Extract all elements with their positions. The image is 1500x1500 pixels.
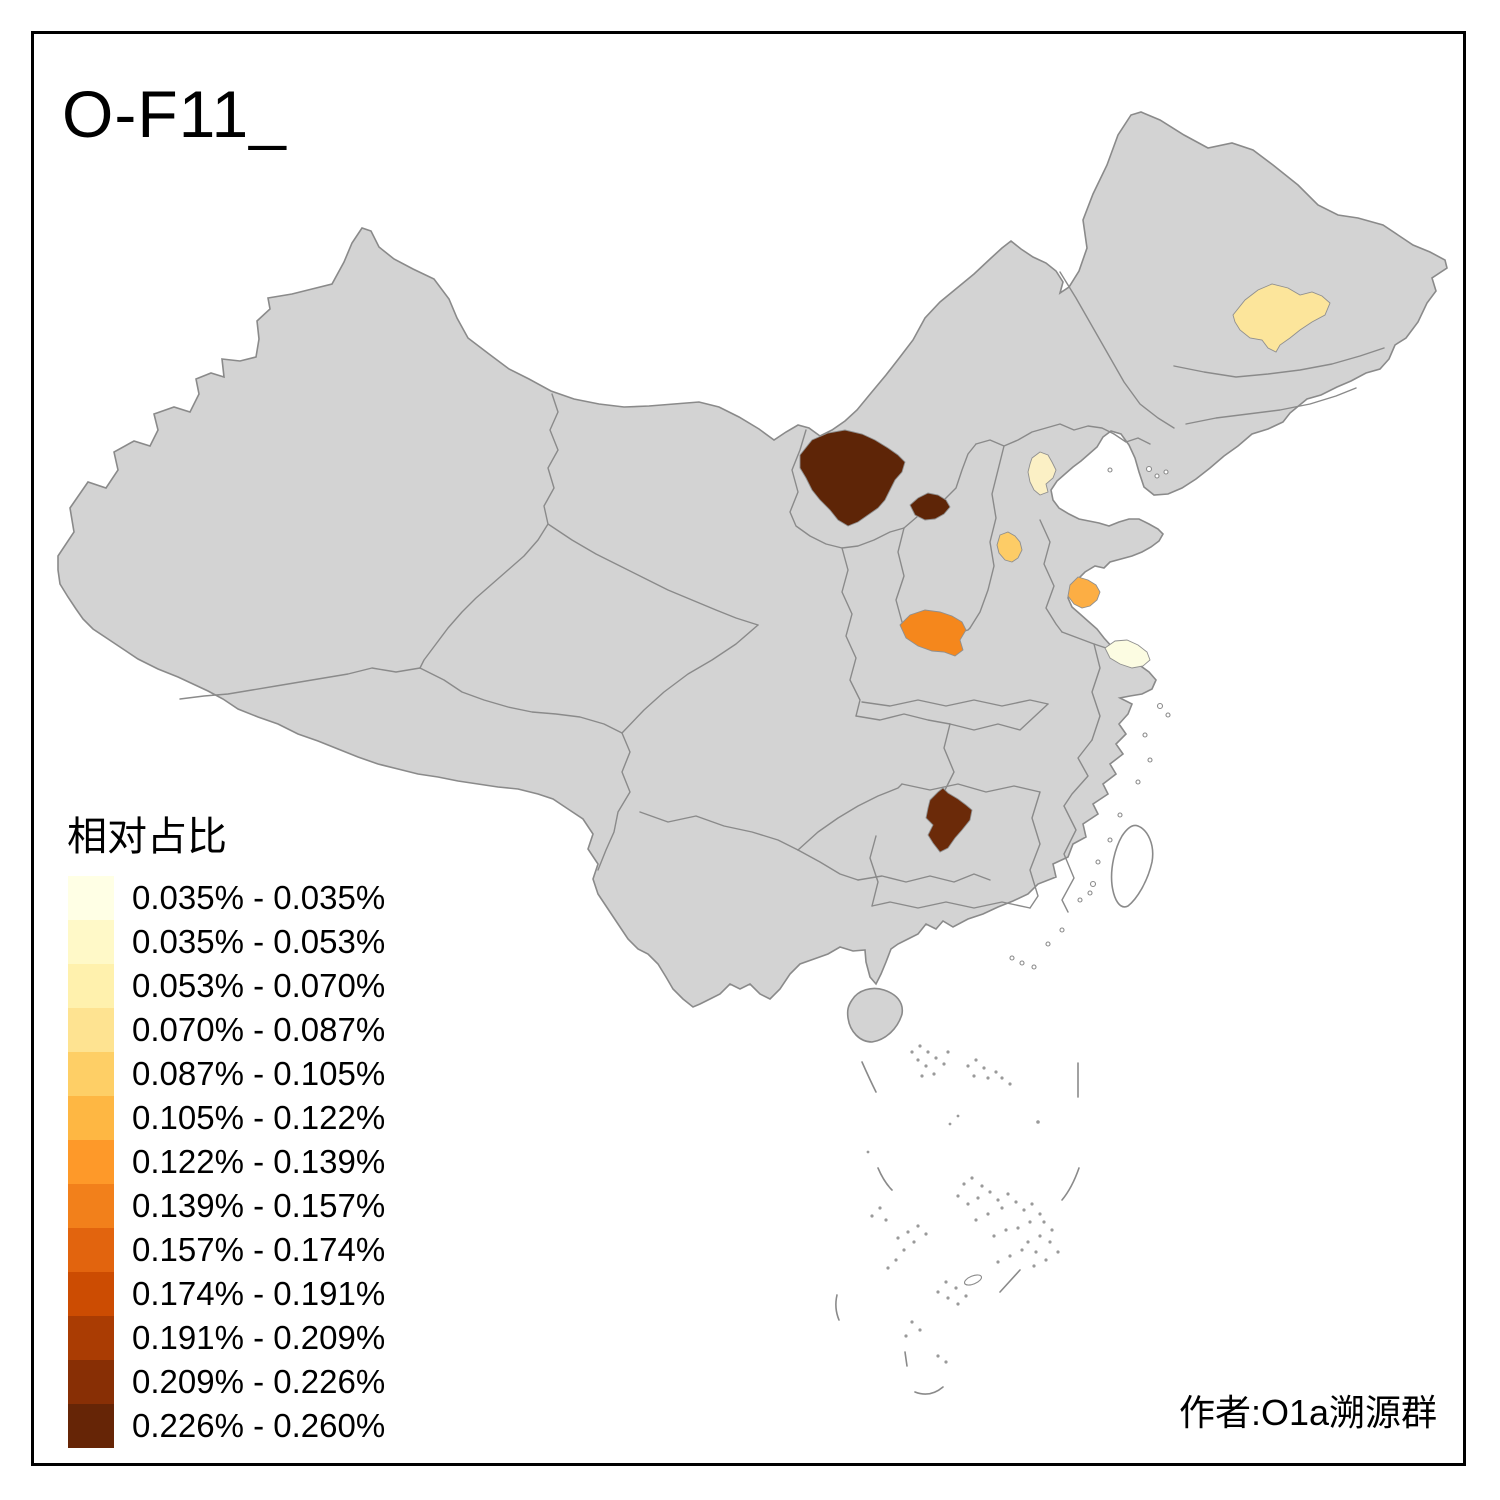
taiwan-island: [1110, 824, 1154, 908]
legend-swatch: [68, 1228, 114, 1272]
legend-row-label: 0.035% - 0.053%: [132, 923, 386, 960]
region-shandong-city: [1067, 576, 1101, 609]
legend-row-label: 0.226% - 0.260%: [132, 1407, 386, 1444]
legend-row: 0.122% - 0.139%: [68, 1140, 385, 1184]
legend-row-label: 0.139% - 0.157%: [132, 1187, 386, 1224]
region-jiangsu-city: [1104, 639, 1151, 669]
sea-boundary-dashes: [835, 1061, 1080, 1395]
region-shanxi-city: [909, 492, 951, 521]
legend-swatch: [68, 1140, 114, 1184]
south-china-sea-islets: [866, 1044, 1060, 1364]
legend-swatch: [68, 1272, 114, 1316]
china-mainland-outline: [57, 111, 1448, 1008]
region-heilongjiang: [1232, 283, 1331, 353]
legend-swatch: [68, 1052, 114, 1096]
legend-row: 0.035% - 0.053%: [68, 920, 385, 964]
legend-title: 相对占比: [67, 815, 227, 859]
legend-row-label: 0.174% - 0.191%: [132, 1275, 386, 1312]
region-beijing: [1027, 451, 1057, 496]
legend-rows: 0.035% - 0.035% 0.035% - 0.053% 0.053% -…: [68, 876, 385, 1448]
legend-row-label: 0.209% - 0.226%: [132, 1363, 386, 1400]
legend-swatch: [68, 1316, 114, 1360]
legend-row: 0.209% - 0.226%: [68, 1360, 385, 1404]
legend-row: 0.105% - 0.122%: [68, 1096, 385, 1140]
legend-swatch: [68, 1008, 114, 1052]
legend-row-label: 0.070% - 0.087%: [132, 1011, 386, 1048]
legend-row: 0.070% - 0.087%: [68, 1008, 385, 1052]
page-title: O-F11_: [62, 77, 287, 151]
legend-swatch: [68, 964, 114, 1008]
hainan-island: [846, 987, 904, 1043]
region-hebei-city: [996, 531, 1023, 563]
legend-row-label: 0.053% - 0.070%: [132, 967, 386, 1004]
legend-row: 0.157% - 0.174%: [68, 1228, 385, 1272]
legend-row-label: 0.157% - 0.174%: [132, 1231, 386, 1268]
legend: 相对占比 0.035% - 0.035% 0.035% - 0.053% 0.0…: [67, 804, 385, 1448]
legend-row: 0.226% - 0.260%: [68, 1404, 385, 1448]
legend-swatch: [68, 1360, 114, 1404]
legend-row: 0.035% - 0.035%: [68, 876, 385, 920]
legend-swatch: [68, 1096, 114, 1140]
region-guizhou-city: [925, 787, 973, 853]
region-gansu-city: [899, 609, 967, 657]
legend-row-label: 0.191% - 0.209%: [132, 1319, 386, 1356]
legend-row-label: 0.122% - 0.139%: [132, 1143, 386, 1180]
legend-swatch: [68, 920, 114, 964]
region-ordos: [799, 429, 906, 527]
data-regions: [799, 283, 1331, 853]
legend-row-label: 0.087% - 0.105%: [132, 1055, 386, 1092]
attribution-text: 作者:O1a溯源群: [1178, 1392, 1437, 1433]
legend-row: 0.087% - 0.105%: [68, 1052, 385, 1096]
plot-frame: [31, 31, 1466, 1466]
legend-row: 0.053% - 0.070%: [68, 964, 385, 1008]
legend-row: 0.139% - 0.157%: [68, 1184, 385, 1228]
legend-swatch: [68, 1184, 114, 1228]
legend-row: 0.174% - 0.191%: [68, 1272, 385, 1316]
coastal-islets: [1009, 465, 1171, 970]
legend-row-label: 0.035% - 0.035%: [132, 879, 386, 916]
legend-swatch: [68, 1404, 114, 1448]
legend-row-label: 0.105% - 0.122%: [132, 1099, 386, 1136]
legend-row: 0.191% - 0.209%: [68, 1316, 385, 1360]
legend-swatch: [68, 876, 114, 920]
